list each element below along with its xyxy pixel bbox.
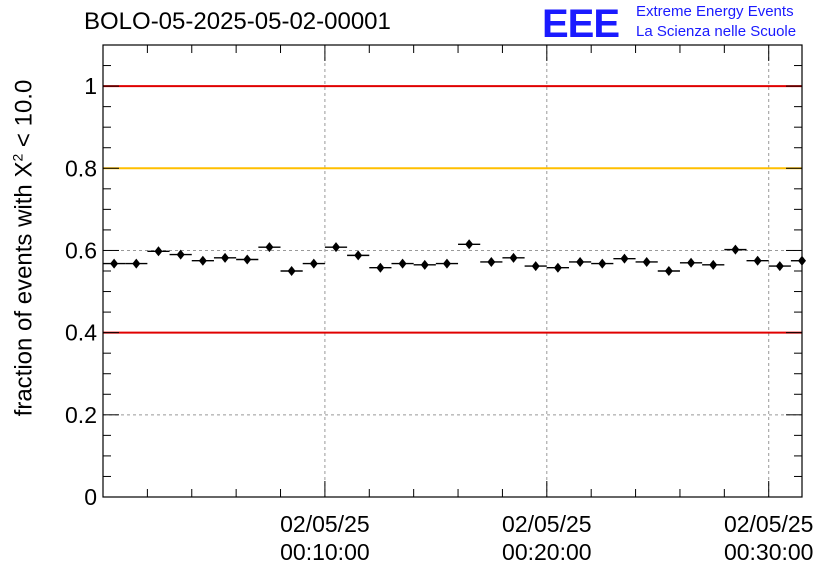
data-point [664, 266, 673, 276]
x-tick-label-time: 00:10:00 [280, 539, 370, 565]
data-point [332, 242, 340, 253]
logo-line-2: La Scienza nelle Scuole [636, 23, 797, 40]
data-point [243, 254, 252, 265]
x-tick-label-date: 02/05/25 [280, 511, 370, 537]
data-point [709, 259, 718, 270]
data-point [620, 253, 629, 264]
data-point [642, 256, 651, 267]
data-point [509, 252, 518, 263]
x-tick-label-date: 02/05/25 [724, 511, 814, 537]
data-point [598, 258, 607, 269]
data-point [309, 258, 318, 269]
data-point [198, 255, 207, 266]
data-point [531, 261, 540, 272]
data-point [442, 258, 451, 269]
data-point [132, 258, 141, 269]
data-point [154, 246, 163, 257]
x-tick-label-time: 00:30:00 [724, 539, 814, 565]
data-point [265, 242, 274, 253]
y-tick-label: 0.6 [65, 237, 97, 263]
data-point [487, 256, 496, 267]
data-point [110, 258, 119, 269]
data-point [753, 255, 762, 266]
y-axis-label-prefix: fraction of events with X [10, 161, 38, 417]
data-point [287, 266, 296, 276]
data-point [398, 258, 407, 269]
y-tick-label: 0 [84, 484, 97, 510]
y-tick-label: 1 [84, 73, 97, 99]
plot-frame [102, 44, 803, 498]
data-point [354, 250, 363, 261]
data-point [553, 262, 562, 273]
grid-lines [103, 45, 802, 497]
reference-lines [103, 85, 802, 334]
data-point [775, 261, 784, 272]
x-tick-label-time: 00:20:00 [502, 539, 592, 565]
data-point [176, 249, 185, 260]
data-point [420, 259, 429, 270]
chart-title: BOLO-05-2025-05-02-00001 [84, 8, 391, 35]
data-point [687, 257, 696, 268]
y-axis-label: fraction of events with X2 < 10.0 [10, 80, 39, 417]
y-axis-label-suffix: < 10.0 [10, 79, 38, 154]
axes: 00.20.40.60.8102/05/2500:10:0002/05/2500… [65, 44, 814, 565]
data-point [376, 262, 385, 273]
eee-logo: EEE [542, 2, 620, 46]
data-point [576, 256, 585, 267]
data-point [731, 244, 740, 255]
y-axis-label-sup: 2 [9, 153, 26, 162]
x-tick-label-date: 02/05/25 [502, 511, 592, 537]
y-tick-label: 0.2 [65, 402, 97, 428]
data-point [221, 252, 230, 263]
data-point [465, 239, 474, 250]
logo-line-1: Extreme Energy Events [636, 3, 794, 20]
y-tick-label: 0.8 [65, 155, 97, 181]
y-tick-label: 0.4 [65, 320, 97, 346]
data-points [103, 239, 806, 276]
